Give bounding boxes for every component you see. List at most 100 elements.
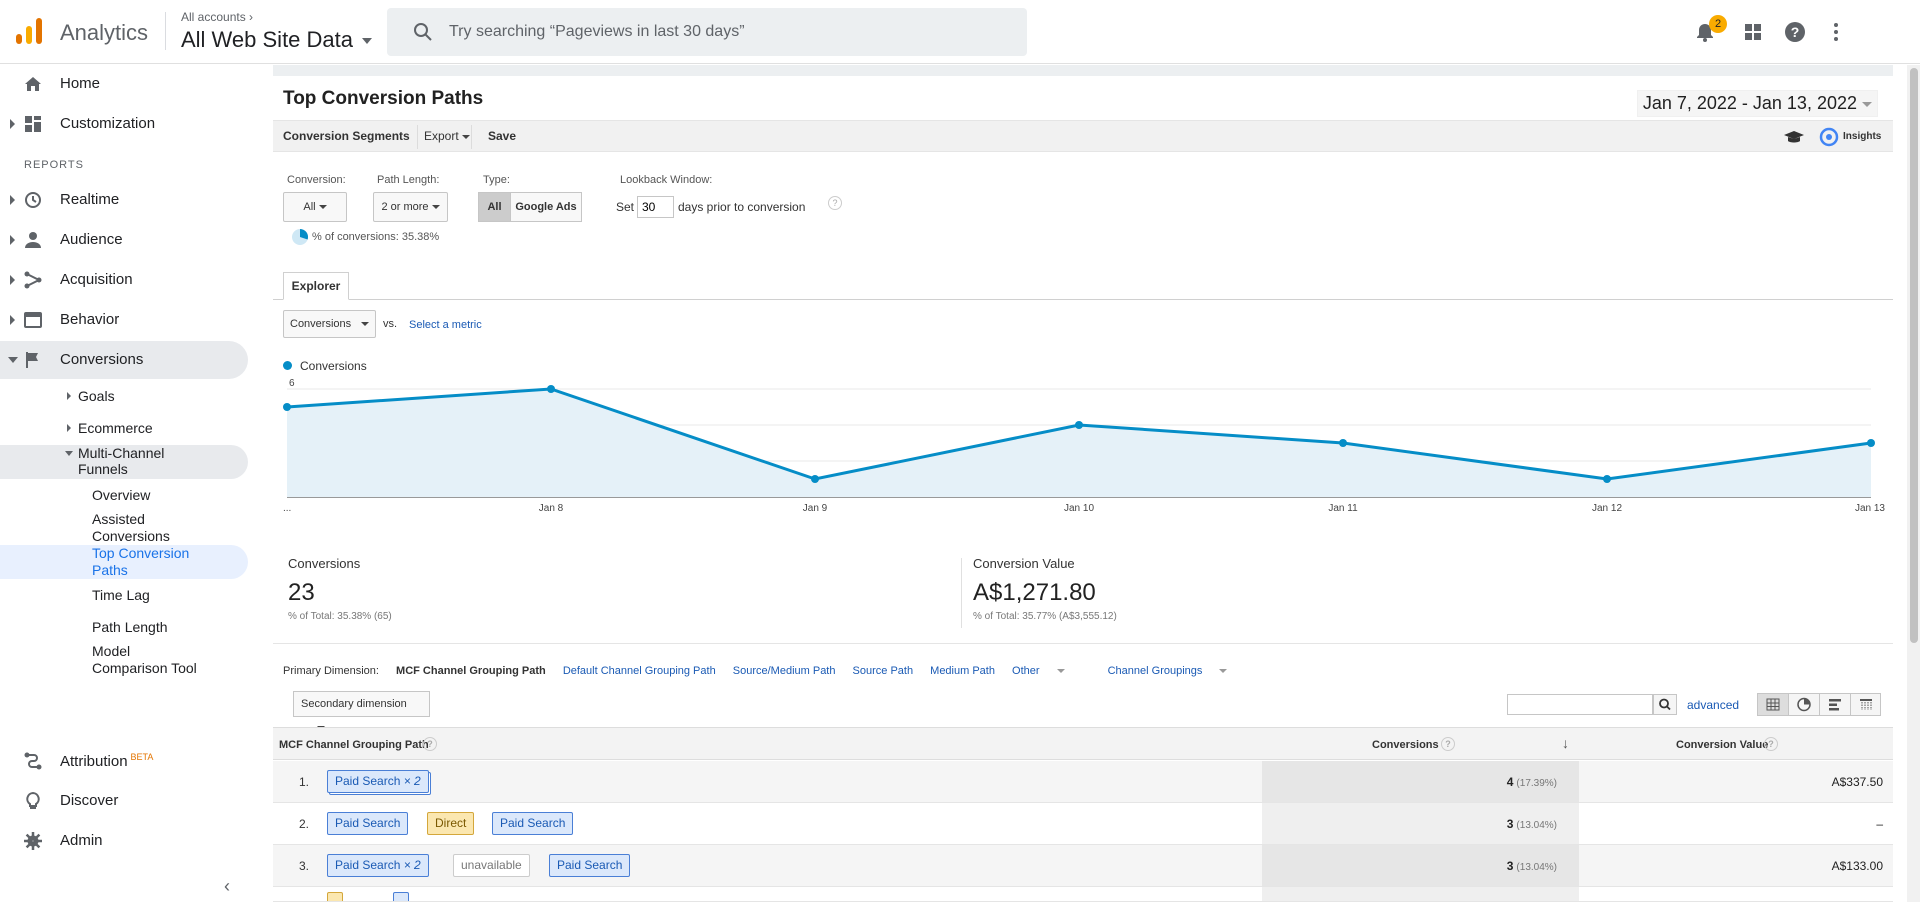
table-row-partial[interactable] [273,887,1893,902]
pivot-view-button[interactable] [1851,694,1882,715]
dim-other-dropdown[interactable]: Other [1012,665,1079,677]
path-chip-paid-search[interactable]: Paid Search [327,812,409,835]
collapse-caret-icon [8,357,18,363]
help-icon[interactable]: ? [1781,18,1809,46]
search-input[interactable] [449,18,1009,46]
path-chip-paid-search[interactable]: Paid Search × 2 [327,770,429,793]
sidebar-item-customization[interactable]: Customization [0,105,248,143]
lookback-days-input[interactable] [637,196,674,218]
row-conversions-value: 4 [1506,775,1514,789]
sidebar-item-multi-channel-funnels[interactable]: Multi-Channel Funnels [65,445,164,477]
view-selector-label: All Web Site Data [181,27,354,52]
search-bar[interactable] [387,8,1027,56]
dim-mcf-channel-grouping-path[interactable]: MCF Channel Grouping Path [396,665,546,677]
type-all-button[interactable]: All [478,192,511,222]
sidebar-item-label: Model [92,643,131,659]
export-label: Export [424,129,459,143]
apps-grid-icon[interactable] [1739,18,1767,46]
sidebar-item-label: Admin [60,832,103,849]
table-filter-input[interactable] [1507,694,1653,715]
sidebar-item-label: Realtime [60,191,120,208]
sidebar-item-time-lag[interactable]: Time Lag [92,587,150,603]
beta-badge: BETA [130,752,154,762]
col-header-conversions[interactable]: Conversions [1372,739,1439,751]
date-range-picker[interactable]: Jan 7, 2022 - Jan 13, 2022 [1636,90,1878,117]
pie-view-button[interactable] [1789,694,1820,715]
sidebar-item-model-comparison[interactable]: Model Comparison Tool [92,643,197,677]
metric-dropdown[interactable]: Conversions [283,310,376,338]
scorecard-subtext: % of Total: 35.38% (65) [288,611,392,622]
sidebar-item-top-conversion-paths[interactable]: Top Conversion Paths [92,545,189,579]
table-search-button[interactable] [1653,694,1677,715]
sidebar-item-behavior[interactable]: Behavior [0,301,248,339]
chart-legend: Conversions [283,359,367,373]
collapse-caret-icon [65,451,73,456]
path-chip-paid-search[interactable]: Paid Search [492,812,574,835]
account-breadcrumb[interactable]: All accounts › [181,10,254,24]
performance-view-button[interactable] [1820,694,1851,715]
table-row[interactable]: 2. Paid Search Direct Paid Search 3 (13.0… [273,803,1893,845]
more-vert-icon[interactable] [1822,18,1850,46]
sidebar-item-home[interactable]: Home [0,65,248,103]
analytics-logo-icon[interactable] [14,16,44,46]
main-area: Top Conversion Paths Jan 7, 2022 - Jan 1… [273,65,1893,902]
sidebar-item-path-length[interactable]: Path Length [92,619,168,635]
table-row[interactable]: 3. Paid Search × 2 unavailable Paid Sear… [273,845,1893,887]
tab-explorer[interactable]: Explorer [283,272,349,300]
graduation-cap-icon[interactable] [1784,130,1804,144]
insights-icon[interactable] [1819,127,1839,147]
path-chip-paid-search[interactable] [393,892,409,901]
help-circle-icon[interactable]: ? [423,737,437,751]
insights-button[interactable]: Insights [1843,131,1882,142]
sidebar-item-overview[interactable]: Overview [92,487,150,503]
sidebar-item-conversions[interactable]: Conversions [0,341,248,379]
help-circle-icon[interactable]: ? [828,196,842,210]
conversion-segments-button[interactable]: Conversion Segments [283,129,410,143]
export-button[interactable]: Export [424,129,470,143]
help-circle-icon[interactable]: ? [1441,737,1455,751]
secondary-dimension-dropdown[interactable]: Secondary dimension [293,691,430,731]
table-row[interactable]: 1. Paid Search × 2 4 (17.39%) A$337.50 [273,761,1893,803]
select-metric-link[interactable]: Select a metric [409,319,482,331]
path-chip-paid-search[interactable]: Paid Search × 2 [327,854,429,877]
collapse-sidebar-icon[interactable]: ‹ [224,876,230,896]
dim-default-channel-grouping-path[interactable]: Default Channel Grouping Path [562,665,716,677]
sorted-column-cell [1262,803,1579,844]
advanced-filter-link[interactable]: advanced [1687,698,1740,712]
sidebar-item-audience[interactable]: Audience [0,221,248,259]
conversion-filter-dropdown[interactable]: All [283,192,347,222]
dim-medium-path[interactable]: Medium Path [930,665,995,677]
dim-source-medium-path[interactable]: Source/Medium Path [732,665,836,677]
section-divider [273,643,1893,644]
toolbar-divider [417,125,418,149]
flag-icon [26,352,38,368]
sorted-column-cell [1262,761,1579,802]
col-header-path[interactable]: MCF Channel Grouping Path [279,739,429,751]
dim-source-path[interactable]: Source Path [852,665,914,677]
path-chip-direct[interactable] [327,892,343,901]
view-selector[interactable]: All Web Site Data [181,27,373,53]
sidebar-item-assisted-conversions[interactable]: Assisted Conversions [92,511,170,545]
type-google-ads-button[interactable]: Google Ads [510,192,582,222]
person-icon [25,232,41,248]
sidebar-item-realtime[interactable]: Realtime [0,181,248,219]
channel-groupings-dropdown[interactable]: Channel Groupings [1108,665,1242,677]
sidebar-item-discover[interactable]: Discover [0,782,248,820]
sidebar-item-acquisition[interactable]: Acquisition [0,261,248,299]
data-point [811,475,819,483]
path-length-dropdown[interactable]: 2 or more [373,192,448,222]
col-header-conversion-value[interactable]: Conversion Value [1676,739,1769,751]
sidebar-item-admin[interactable]: Admin [0,822,248,860]
sidebar-item-attribution[interactable]: Attribution BETA [0,742,248,780]
page-scrollbar-thumb[interactable] [1910,68,1918,643]
sort-descending-icon[interactable]: ↓ [1562,735,1569,751]
sidebar-item-goals[interactable]: Goals [67,388,115,404]
chip-multiplier: × 2 [403,774,421,788]
help-circle-icon[interactable]: ? [1764,737,1778,751]
save-button[interactable]: Save [488,129,517,143]
path-chip-direct[interactable]: Direct [427,812,475,835]
table-view-button[interactable] [1758,694,1789,715]
path-chip-unavailable[interactable]: unavailable [453,854,530,877]
sidebar-item-ecommerce[interactable]: Ecommerce [67,420,153,436]
path-chip-paid-search[interactable]: Paid Search [549,854,631,877]
